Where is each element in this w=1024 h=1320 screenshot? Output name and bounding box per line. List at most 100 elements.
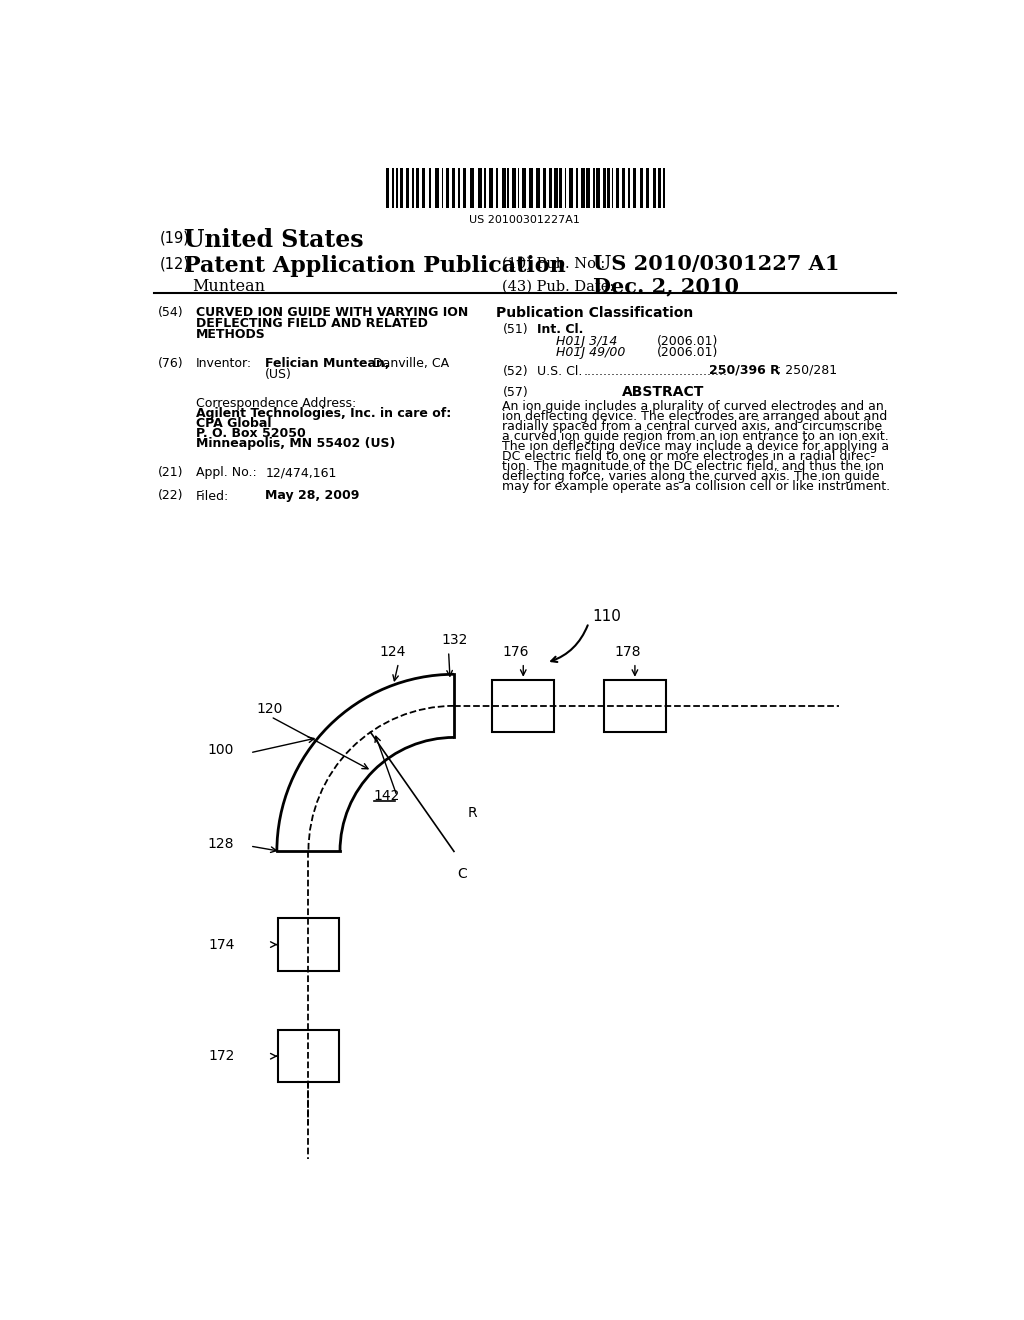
Text: 178: 178 [614,645,640,659]
Bar [634,168,637,207]
Text: H01J 3/14: H01J 3/14 [556,335,617,348]
Text: CPA Global: CPA Global [196,417,271,430]
Bar [616,168,618,207]
Bar [658,168,662,207]
Text: CURVED ION GUIDE WITH VARYING ION: CURVED ION GUIDE WITH VARYING ION [196,306,468,319]
Text: (43) Pub. Date:: (43) Pub. Date: [503,280,614,293]
Text: C: C [457,867,467,880]
Text: (US): (US) [265,368,292,381]
Text: Correspondence Address:: Correspondence Address: [196,397,356,411]
Text: 172: 172 [209,1049,236,1063]
Bar [386,168,389,207]
Bar [663,168,665,207]
Text: H01J 49/00: H01J 49/00 [556,346,626,359]
Text: ABSTRACT: ABSTRACT [622,385,705,399]
Bar [559,168,562,207]
Bar [646,168,649,207]
Text: (12): (12) [160,257,189,272]
Bar [529,168,534,207]
Bar [478,168,481,207]
Bar [521,168,525,207]
Bar [602,168,605,207]
Bar [607,168,610,207]
Text: (19): (19) [160,230,189,246]
Bar [400,168,403,207]
Text: (54): (54) [158,306,183,319]
Bar [441,168,443,207]
Text: (76): (76) [158,358,183,370]
Bar [518,168,519,207]
Bar [577,168,578,207]
Bar [611,168,613,207]
Bar [593,168,595,207]
Text: ion deflecting device. The electrodes are arranged about and: ion deflecting device. The electrodes ar… [503,411,888,424]
Text: deflecting force, varies along the curved axis. The ion guide: deflecting force, varies along the curve… [503,470,880,483]
Text: The ion deflecting device may include a device for applying a: The ion deflecting device may include a … [503,441,890,453]
Text: 120: 120 [256,702,283,715]
Bar [435,168,438,207]
Bar [507,168,509,207]
Text: Danville, CA: Danville, CA [373,358,450,370]
Text: Felician Muntean,: Felician Muntean, [265,358,390,370]
Bar [587,168,590,207]
Text: 142: 142 [374,789,400,803]
Text: (2006.01): (2006.01) [656,335,718,348]
Text: may for example operate as a collision cell or like instrument.: may for example operate as a collision c… [503,480,891,494]
Text: Agilent Technologies, Inc. in care of:: Agilent Technologies, Inc. in care of: [196,407,452,420]
Text: a curved ion guide region from an ion entrance to an ion exit.: a curved ion guide region from an ion en… [503,430,889,444]
Text: 124: 124 [379,645,406,659]
Text: R: R [468,807,477,820]
Bar [596,168,600,207]
Text: (51): (51) [503,323,528,337]
Bar [278,919,339,970]
Bar [581,168,585,207]
Bar [463,168,466,207]
Text: Filed:: Filed: [196,490,229,503]
Text: radially spaced from a central curved axis, and circumscribe: radially spaced from a central curved ax… [503,420,883,433]
Bar [470,168,474,207]
Bar [453,168,455,207]
Bar [278,1030,339,1082]
Bar [537,168,541,207]
Text: (21): (21) [158,466,183,479]
Text: METHODS: METHODS [196,327,266,341]
Bar [412,168,414,207]
Text: DEFLECTING FIELD AND RELATED: DEFLECTING FIELD AND RELATED [196,317,428,330]
Bar [652,168,656,207]
Text: 132: 132 [441,634,468,647]
Bar [391,168,394,207]
Text: May 28, 2009: May 28, 2009 [265,490,359,503]
Text: Muntean: Muntean [193,277,265,294]
Text: (57): (57) [503,387,528,400]
Bar [484,168,485,207]
Text: Minneapolis, MN 55402 (US): Minneapolis, MN 55402 (US) [196,437,395,450]
Text: Publication Classification: Publication Classification [497,306,693,321]
Text: 100: 100 [208,743,233,756]
Text: Appl. No.:: Appl. No.: [196,466,257,479]
Bar [429,168,431,207]
Bar [512,168,516,207]
Bar [496,168,498,207]
Text: (10) Pub. No.:: (10) Pub. No.: [503,256,606,271]
Text: Inventor:: Inventor: [196,358,252,370]
Bar [502,168,506,207]
Text: (22): (22) [158,490,183,503]
Bar [446,168,449,207]
Bar [604,680,666,733]
Bar [489,168,494,207]
Bar [458,168,460,207]
Text: US 20100301227A1: US 20100301227A1 [469,215,581,226]
Text: 174: 174 [209,937,236,952]
Bar [622,168,625,207]
Bar [568,168,572,207]
Text: (2006.01): (2006.01) [656,346,718,359]
Bar [549,168,552,207]
Text: 110: 110 [593,609,622,624]
Text: 128: 128 [208,837,234,850]
Text: ; 250/281: ; 250/281 [776,363,837,376]
Text: (52): (52) [503,364,528,378]
Bar [416,168,419,207]
Bar [422,168,425,207]
Text: ....................................: .................................... [584,364,727,378]
Bar [543,168,547,207]
